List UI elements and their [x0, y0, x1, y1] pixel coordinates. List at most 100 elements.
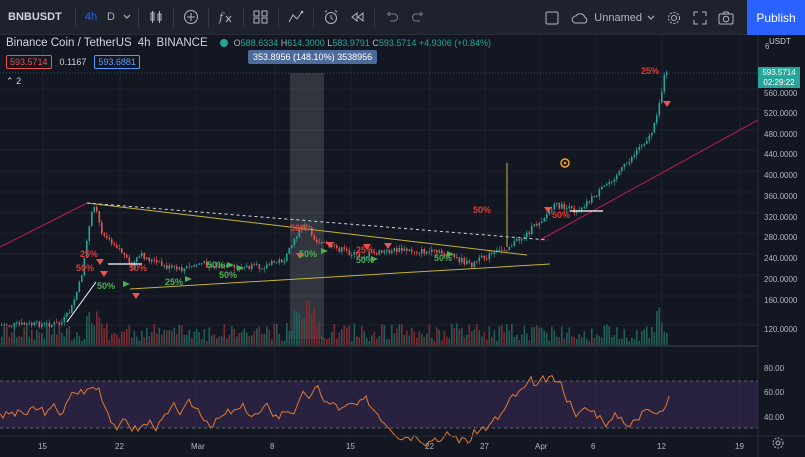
candle-body — [351, 254, 353, 256]
candle-body — [501, 249, 503, 251]
candle-body — [196, 264, 198, 266]
volume-bar — [466, 334, 468, 345]
candle-body — [618, 171, 621, 176]
volume-bar — [583, 331, 586, 345]
candle-body — [178, 267, 181, 270]
gear-icon[interactable] — [661, 6, 687, 30]
candle-body — [483, 255, 486, 259]
chart-legend: Binance Coin / TetherUS 4h BINANCE O588.… — [6, 37, 491, 49]
candle-body — [543, 217, 546, 222]
candle-body — [108, 237, 111, 240]
volume-bar — [403, 334, 406, 345]
volume-bar — [126, 329, 128, 345]
candle-body — [273, 261, 276, 263]
fullscreen-icon[interactable] — [687, 6, 713, 30]
volume-bar — [626, 337, 628, 345]
price-axis-tick: 520.0000 — [764, 109, 798, 118]
candle-body — [41, 323, 43, 328]
chevron-down-icon[interactable] — [120, 5, 134, 29]
volume-bar — [631, 337, 633, 345]
camera-icon[interactable] — [713, 6, 739, 30]
replay-icon[interactable] — [344, 5, 370, 29]
templates-icon[interactable] — [248, 5, 274, 29]
candle-body — [116, 245, 118, 249]
candle-body — [553, 203, 556, 210]
select-layout-icon[interactable] — [539, 6, 565, 30]
volume-bar — [361, 325, 363, 345]
candle-body — [468, 260, 471, 263]
axis-settings-icon[interactable] — [771, 436, 785, 453]
volume-bar — [56, 334, 58, 345]
volume-bar — [348, 325, 351, 345]
volume-bar — [481, 336, 483, 345]
candle-body — [598, 189, 601, 197]
candle-body — [248, 265, 251, 270]
ohlc-values: O588.6334 H614.3000 L583.9791 C593.5714 … — [233, 38, 491, 48]
price-axis-top-tick: 6 — [765, 42, 770, 51]
alert-clock-icon[interactable] — [318, 5, 344, 29]
volume-bar — [141, 331, 143, 345]
volume-bar — [363, 331, 366, 345]
candle-style-icon[interactable] — [143, 5, 169, 29]
publish-button[interactable]: Publish — [747, 0, 805, 35]
volume-bar — [591, 328, 593, 345]
candle-body — [51, 324, 53, 327]
collapse-legend-button[interactable]: ⌃ 2 — [6, 76, 21, 87]
candle-body — [208, 267, 211, 269]
volume-bar — [586, 338, 588, 345]
volume-bar — [256, 328, 258, 345]
symbol-search[interactable]: BNBUSDT — [8, 11, 62, 23]
triangle-lower — [129, 263, 551, 290]
interval-daily[interactable]: D — [107, 11, 115, 23]
volume-bar — [33, 339, 36, 345]
candle-body — [346, 248, 348, 251]
candle-body — [608, 182, 611, 185]
compare-icon[interactable] — [283, 5, 309, 29]
volume-bar — [523, 325, 526, 345]
volume-bar — [343, 325, 346, 345]
candle-body — [266, 264, 268, 269]
buy-price-button[interactable]: 593.6881 — [94, 55, 140, 69]
buy-arrow-icon — [227, 262, 234, 268]
candle-body — [176, 266, 178, 270]
buy-arrow-icon — [447, 251, 454, 257]
redo-icon[interactable] — [405, 5, 431, 29]
volume-bar — [288, 330, 291, 345]
candle-body — [348, 250, 351, 255]
divider — [313, 7, 314, 27]
volume-bar — [623, 329, 626, 345]
volume-bar — [196, 329, 198, 345]
volume-bar — [123, 331, 126, 345]
candle-body — [443, 253, 446, 256]
toolbar-right: Unnamed Publish — [539, 0, 805, 35]
candle-body — [401, 247, 403, 252]
chart-canvas[interactable] — [0, 35, 805, 457]
volume-bar — [26, 324, 28, 345]
layout-name-label: Unnamed — [594, 11, 642, 24]
undo-icon[interactable] — [379, 5, 405, 29]
volume-bar — [538, 327, 541, 345]
market-status-icon[interactable] — [219, 39, 228, 47]
sell-arrow-icon — [96, 259, 104, 265]
volume-bar — [636, 329, 638, 345]
buy-arrow-icon — [371, 256, 378, 262]
volume-bar — [193, 331, 196, 345]
red-percent-label: 50% — [129, 263, 148, 273]
candle-body — [498, 249, 501, 251]
candle-body — [198, 263, 201, 265]
volume-bar — [398, 324, 401, 345]
sell-price-button[interactable]: 593.5714 — [6, 55, 52, 69]
candle-body — [531, 226, 533, 235]
indicators-fx-icon[interactable]: f — [213, 5, 239, 29]
candle-body — [323, 242, 326, 243]
candle-body — [163, 265, 166, 267]
red-percent-label: 50% — [473, 205, 492, 215]
layout-name-button[interactable]: Unnamed — [565, 12, 661, 24]
volume-bar — [318, 321, 321, 345]
add-indicator-icon[interactable] — [178, 5, 204, 29]
volume-bar — [88, 312, 91, 345]
candle-body — [136, 257, 138, 262]
interval-selector[interactable]: 4h — [84, 11, 98, 23]
candle-body — [548, 210, 551, 215]
volume-bar — [643, 329, 646, 345]
